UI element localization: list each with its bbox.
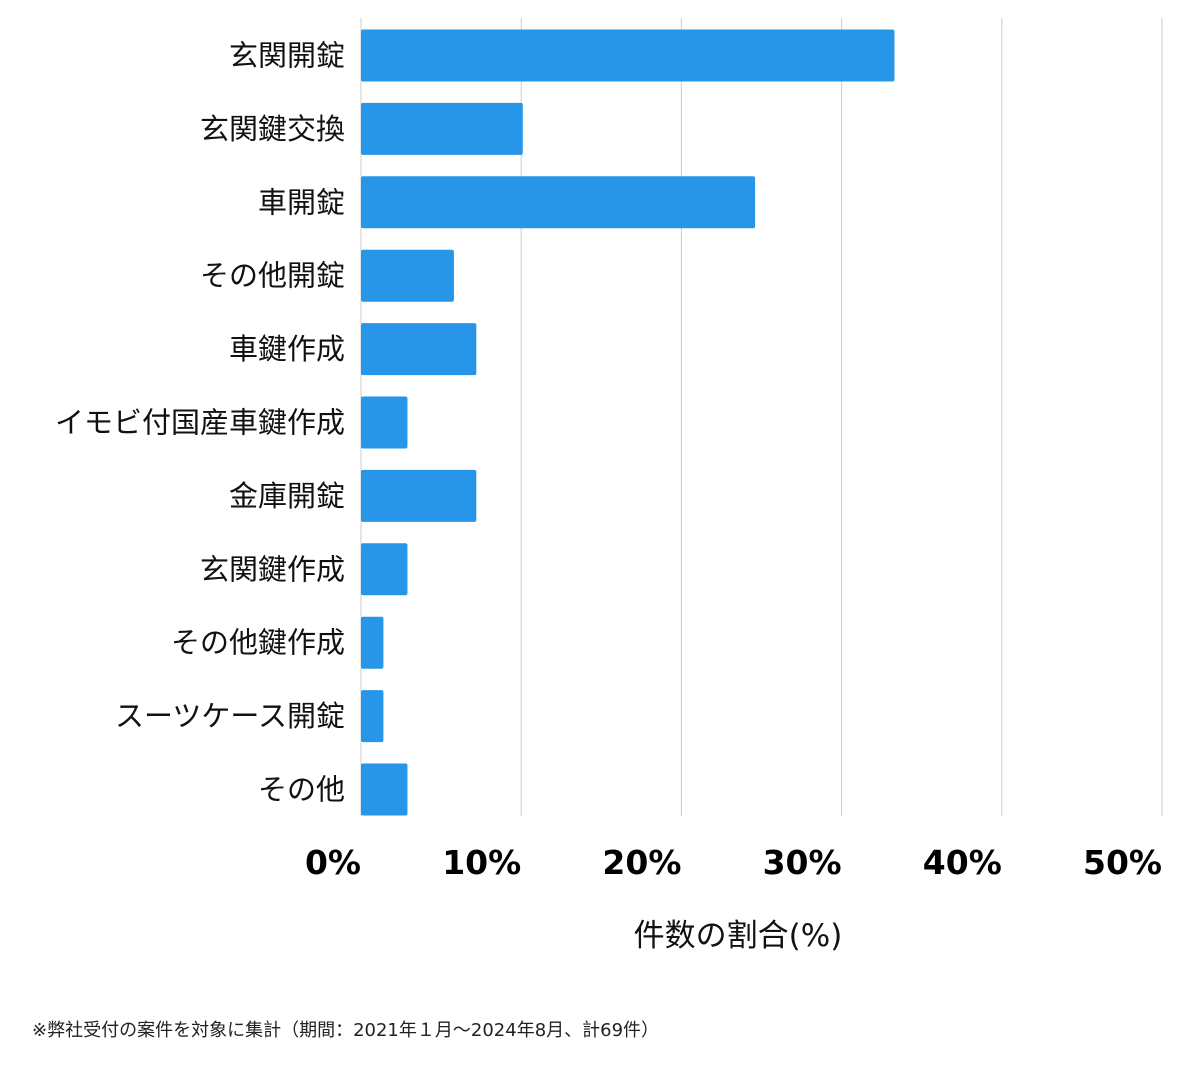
category-labels: 玄関開錠玄関鍵交換車開錠その他開錠車鍵作成イモビ付国産車鍵作成金庫開錠玄関鍵作成… — [55, 39, 345, 807]
bar — [361, 396, 408, 449]
category-label: 金庫開錠 — [229, 479, 345, 513]
x-tick-label: 40% — [923, 843, 1002, 882]
bar — [361, 690, 384, 743]
category-label: その他開錠 — [200, 259, 345, 293]
bar — [361, 102, 523, 155]
bar — [361, 763, 408, 816]
category-label: その他 — [258, 773, 345, 807]
x-tick-label: 0% — [305, 843, 361, 882]
bar-chart: 玄関開錠玄関鍵交換車開錠その他開錠車鍵作成イモビ付国産車鍵作成金庫開錠玄関鍵作成… — [55, 18, 1163, 954]
category-label: 車開錠 — [258, 185, 345, 219]
footnote: ※弊社受付の案件を対象に集計（期間：2021年１月～2024年8月、計69件） — [32, 1020, 660, 1041]
x-tick-label: 30% — [763, 843, 842, 882]
bar — [361, 29, 895, 82]
category-label: その他鍵作成 — [171, 626, 345, 660]
bar — [361, 616, 384, 669]
category-label: スーツケース開錠 — [115, 699, 345, 733]
x-tick-label: 50% — [1083, 843, 1162, 882]
x-tick-label: 10% — [442, 843, 521, 882]
category-label: 玄関鍵交換 — [200, 112, 345, 146]
bar — [361, 469, 477, 522]
bar — [361, 323, 477, 376]
bars — [361, 29, 895, 816]
x-tick-labels: 0% 10% 20% 30% 40% 50% — [305, 843, 1162, 882]
category-label: 玄関開錠 — [229, 39, 345, 73]
bar — [361, 176, 756, 229]
category-label: 車鍵作成 — [229, 332, 345, 366]
category-label: 玄関鍵作成 — [200, 552, 345, 586]
x-axis-title: 件数の割合(%) — [634, 918, 843, 954]
category-label: イモビ付国産車鍵作成 — [55, 406, 345, 440]
x-tick-label: 20% — [602, 843, 681, 882]
bar — [361, 543, 408, 596]
bar — [361, 249, 454, 302]
